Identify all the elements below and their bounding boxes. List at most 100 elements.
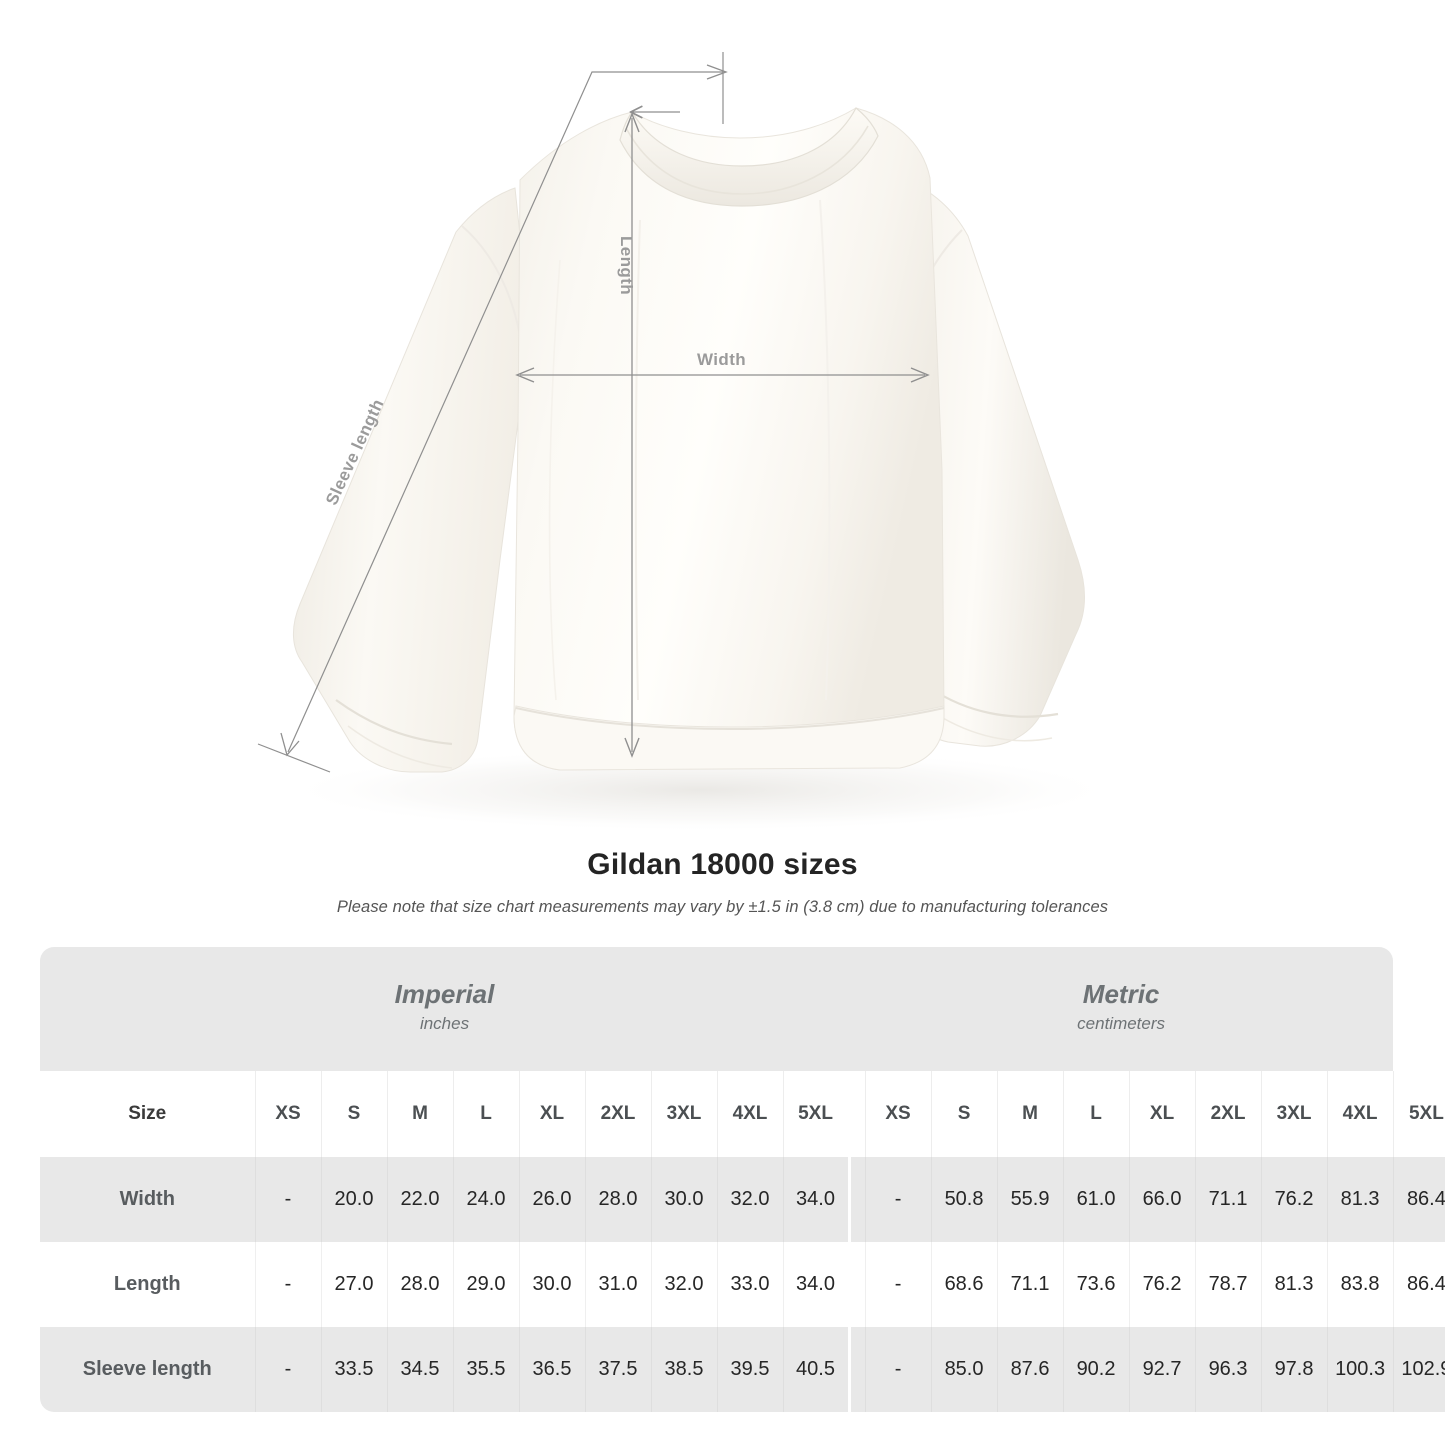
cell: 20.0 [320, 1157, 387, 1242]
cell: 76.2 [1128, 1242, 1196, 1327]
cell: 30.0 [518, 1242, 585, 1327]
cell: 29.0 [452, 1242, 519, 1327]
body-fold-3 [548, 259, 561, 701]
left-cuff-line [347, 725, 453, 769]
size-col-metric-4xl: 4XL [1326, 1071, 1394, 1157]
collar-inner-line [625, 125, 869, 195]
cell: 26.0 [518, 1157, 585, 1242]
size-col-metric-xs: XS [864, 1071, 932, 1157]
length-label: Length [617, 236, 636, 296]
cell: 50.8 [930, 1157, 998, 1242]
table-row: Sleeve length - 33.5 34.5 35.5 36.5 37.5… [40, 1327, 1445, 1412]
size-col-imperial-2xl: 2XL [584, 1071, 651, 1157]
cell: 28.0 [584, 1157, 651, 1242]
width-arrowhead-right [910, 367, 930, 383]
sleeve-line [287, 71, 723, 753]
cell: 24.0 [452, 1157, 519, 1242]
cell: 22.0 [386, 1157, 453, 1242]
cell: 33.0 [716, 1242, 783, 1327]
cell: 86.4 [1392, 1242, 1445, 1327]
sleeve-arrowhead-bottom [280, 732, 300, 757]
cell: 73.6 [1062, 1242, 1130, 1327]
width-label: Width [697, 350, 747, 369]
size-col-metric-s: S [930, 1071, 998, 1157]
cell: 71.1 [996, 1242, 1064, 1327]
unit-header-row: Imperial inches Metric centimeters [40, 947, 1445, 1071]
size-col-metric-l: L [1062, 1071, 1130, 1157]
metric-subtitle: centimeters [1077, 1014, 1166, 1034]
size-header-row: Size XS S M L XL 2XL 3XL 4XL 5XL XS S M … [40, 1071, 1445, 1157]
size-col-imperial-xs: XS [254, 1071, 321, 1157]
size-col-metric-3xl: 3XL [1260, 1071, 1328, 1157]
cell: 34.0 [782, 1242, 851, 1327]
cell: 30.0 [650, 1157, 717, 1242]
unit-separator [849, 1157, 866, 1242]
cell: - [864, 1157, 932, 1242]
cell: 66.0 [1128, 1157, 1196, 1242]
cell: 90.2 [1062, 1327, 1130, 1412]
size-header-label: Size [40, 1071, 255, 1157]
sleeve-arrowhead-right [706, 64, 728, 80]
cell: 27.0 [320, 1242, 387, 1327]
cell: 34.5 [386, 1327, 453, 1412]
cell: 31.0 [584, 1242, 651, 1327]
length-arrowhead-top [624, 112, 640, 133]
sleeve-tick-bottom [257, 743, 331, 773]
cell: - [864, 1242, 932, 1327]
metric-header: Metric centimeters [849, 947, 1394, 1071]
left-shoulder-seam [461, 225, 521, 337]
cell: - [254, 1157, 321, 1242]
cell: 96.3 [1194, 1327, 1262, 1412]
cell: 35.5 [452, 1327, 519, 1412]
cell: 38.5 [650, 1327, 717, 1412]
garment-illustration: Length Width Sleeve length [257, 52, 1120, 832]
cell: 34.0 [782, 1157, 851, 1242]
body-fold-1 [634, 219, 641, 701]
cell: 37.5 [584, 1327, 651, 1412]
cell: 76.2 [1260, 1157, 1328, 1242]
length-arrowhead-bottom [624, 737, 640, 758]
cell: 87.6 [996, 1327, 1064, 1412]
sweatshirt-body [513, 107, 945, 771]
cell: 32.0 [650, 1242, 717, 1327]
cell: 36.5 [518, 1327, 585, 1412]
size-col-metric-xl: XL [1128, 1071, 1196, 1157]
table-row: Length - 27.0 28.0 29.0 30.0 31.0 32.0 3… [40, 1242, 1445, 1327]
right-cuff-line [935, 713, 1053, 742]
cell: 68.6 [930, 1242, 998, 1327]
cell: 78.7 [1194, 1242, 1262, 1327]
table-row: Width - 20.0 22.0 24.0 26.0 28.0 30.0 32… [40, 1157, 1445, 1242]
size-table-container: Imperial inches Metric centimeters Size … [40, 947, 1445, 1412]
size-table: Imperial inches Metric centimeters Size … [40, 947, 1445, 1412]
left-sleeve [293, 187, 531, 773]
cell: 83.8 [1326, 1242, 1394, 1327]
size-col-imperial-4xl: 4XL [716, 1071, 783, 1157]
row-label-sleeve-length: Sleeve length [40, 1327, 255, 1412]
imperial-header: Imperial inches [40, 947, 850, 1071]
cell: 86.4 [1392, 1157, 1445, 1242]
page-title: Gildan 18000 sizes [587, 848, 858, 881]
cell: 81.3 [1260, 1242, 1328, 1327]
cell: 55.9 [996, 1157, 1064, 1242]
cell: 40.5 [782, 1327, 851, 1412]
size-col-imperial-l: L [452, 1071, 519, 1157]
row-label-width: Width [40, 1157, 255, 1242]
metric-title: Metric [1082, 979, 1160, 1010]
garment-shadow [280, 748, 1120, 832]
unit-separator [849, 1242, 866, 1327]
size-col-imperial-m: M [386, 1071, 453, 1157]
unit-separator [849, 1327, 866, 1412]
cell: 33.5 [320, 1327, 387, 1412]
size-col-imperial-xl: XL [518, 1071, 585, 1157]
left-cuff-seam [335, 699, 453, 746]
cell: - [864, 1327, 932, 1412]
width-arrowhead-left [515, 367, 535, 383]
cell: 39.5 [716, 1327, 783, 1412]
size-col-imperial-s: S [320, 1071, 387, 1157]
sweatshirt-diagram [257, 52, 1120, 832]
row-label-length: Length [40, 1242, 255, 1327]
cell: 81.3 [1326, 1157, 1394, 1242]
bottom-hem [513, 705, 945, 771]
body-fold-2 [819, 199, 831, 701]
